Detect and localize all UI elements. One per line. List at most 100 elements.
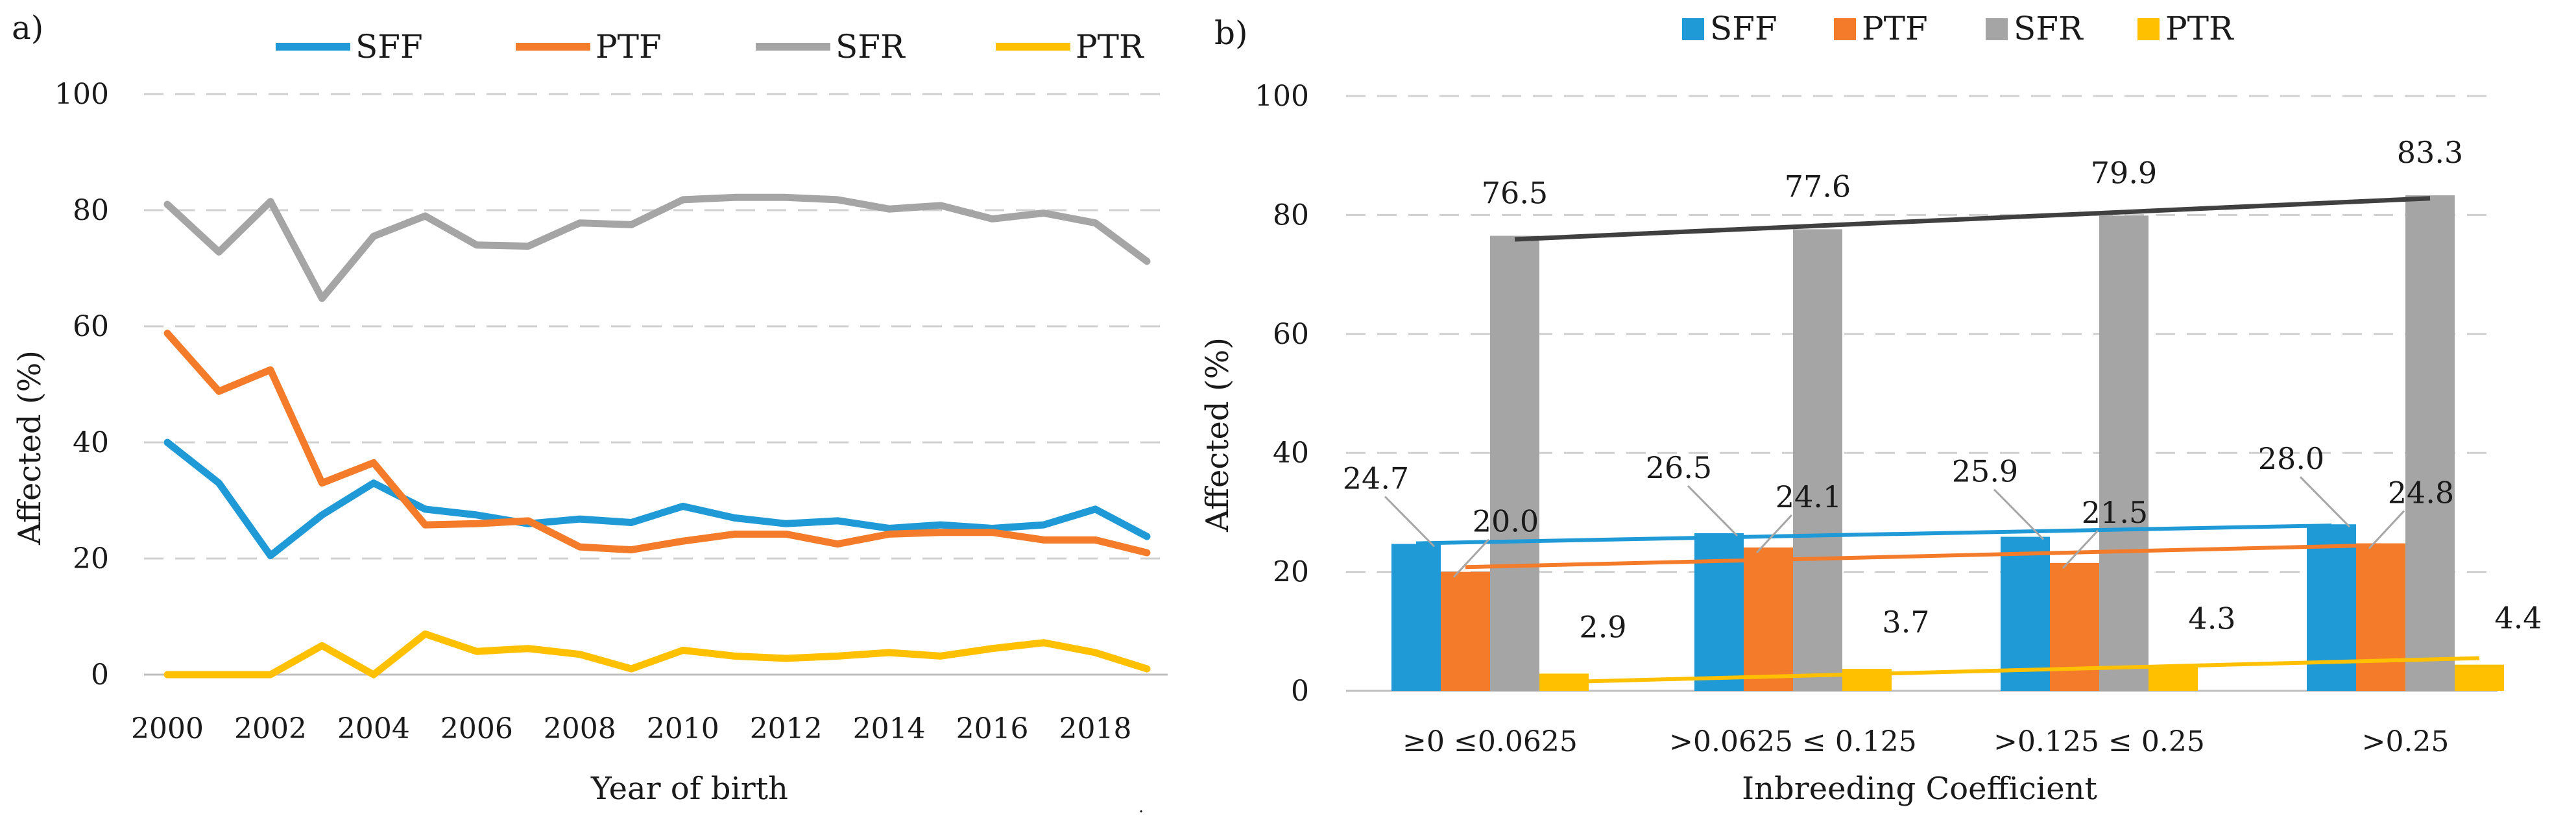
panel-b-bar-chart: b) 0 20 40 60 80 100 24.7 26.5 25.9 28.0 20.0 24.1… [1199, 10, 2542, 807]
leader-line-ptf-2 [1755, 514, 1793, 554]
panel-a-gridlines [144, 93, 1168, 676]
y-tick-label: 100 [1255, 80, 1309, 113]
x-tick-label: 2016 [956, 712, 1029, 745]
bar-ptf-1 [1441, 571, 1490, 691]
leader-line-sff-2 [1687, 485, 1739, 537]
panel-a-legend: SFF PTF SFR PTR [276, 28, 1144, 66]
y-tick-label: 60 [1273, 318, 1309, 351]
panel-a-label: a) [12, 9, 43, 47]
data-label-ptf-2: 24.1 [1776, 479, 1842, 514]
panel-b-y-axis-title: Affected (%) [1199, 337, 1236, 533]
series-line-ptf [163, 330, 1151, 557]
panel-a-line-chart: a) 0 20 40 60 80 100 2000 2002 2004 2006 2008 2010… [12, 9, 1168, 807]
x-tick-label: 2018 [1059, 712, 1132, 745]
x-tick-label: 2004 [337, 712, 410, 745]
data-label-sff-1: 24.7 [1343, 461, 1409, 496]
panel-b-x-axis-title: Inbreeding Coefficient [1742, 771, 2097, 807]
data-label-sff-2: 26.5 [1646, 450, 1712, 485]
y-tick-label: 60 [73, 310, 109, 343]
category-label-1: ≥0 ≤0.0625 [1402, 725, 1578, 758]
bar-sff-3 [2001, 536, 2050, 691]
leader-line-sff-4 [2299, 476, 2351, 528]
panel-b-label: b) [1214, 14, 1248, 52]
trendline-ptr [1563, 656, 2480, 684]
data-label-sfr-2: 77.6 [1785, 169, 1851, 204]
trendline-sfr [1514, 196, 2431, 242]
bar-sff-2 [1694, 533, 1744, 691]
data-label-sfr-4: 83.3 [2397, 135, 2463, 170]
bar-sfr-4 [2405, 195, 2455, 691]
y-tick-label: 40 [73, 426, 109, 459]
leader-line-ptf-3 [2062, 529, 2099, 569]
legend-swatch-ptr [2137, 18, 2160, 40]
stray-dot: . [1138, 797, 1144, 817]
trendline-ptf [1465, 543, 2381, 570]
x-tick-label: 2008 [544, 712, 616, 745]
panel-a-x-axis-title: Year of birth [590, 771, 788, 807]
data-label-ptf-1: 20.0 [1473, 504, 1539, 539]
x-tick-label: 2014 [853, 712, 926, 745]
panel-b-bars [1391, 195, 2504, 692]
category-label-3: >0.125 ≤ 0.25 [1993, 725, 2205, 758]
bar-sfr-3 [2099, 215, 2149, 691]
legend-label-sfr: SFR [836, 28, 906, 66]
panel-a-y-ticks: 0 20 40 60 80 100 [54, 78, 109, 692]
leader-line-ptf-1 [1452, 538, 1490, 578]
bar-sff-1 [1391, 544, 1441, 691]
bar-sfr-2 [1793, 229, 1842, 692]
data-label-ptr-1: 2.9 [1579, 609, 1626, 644]
y-tick-label: 0 [91, 658, 109, 692]
x-tick-label: 2002 [234, 712, 307, 745]
panel-b-y-ticks: 0 20 40 60 80 100 [1255, 80, 1309, 708]
data-label-sfr-3: 79.9 [2091, 155, 2157, 190]
x-tick-label: 2000 [131, 712, 204, 745]
panel-b-label-leaders [1384, 476, 2405, 578]
legend-label-sff: SFF [1710, 10, 1777, 47]
y-tick-label: 20 [1273, 556, 1309, 589]
legend-label-ptr: PTR [1076, 28, 1144, 66]
bar-sfr-1 [1490, 235, 1539, 691]
series-line-sff [163, 439, 1151, 560]
y-tick-label: 20 [73, 542, 109, 575]
legend-label-ptf: PTF [596, 28, 662, 66]
bar-ptf-2 [1744, 547, 1793, 691]
legend-label-sfr: SFR [2014, 10, 2084, 47]
data-label-sfr-1: 76.5 [1482, 175, 1548, 210]
bar-sff-4 [2307, 524, 2356, 691]
bar-ptf-3 [2050, 562, 2099, 691]
y-tick-label: 80 [1273, 198, 1309, 232]
data-label-ptf-4: 24.8 [2388, 475, 2454, 511]
panel-a-y-axis-title: Affected (%) [12, 350, 48, 546]
legend-label-sff: SFF [355, 28, 423, 66]
panel-b-trendlines [1415, 196, 2480, 684]
panel-b-category-labels: ≥0 ≤0.0625 >0.0625 ≤ 0.125 >0.125 ≤ 0.25 >0… [1402, 725, 2449, 758]
leader-line-sff-1 [1384, 496, 1436, 547]
panel-a-series-lines [163, 193, 1151, 679]
y-tick-label: 100 [54, 78, 109, 111]
legend-swatch-ptf [1834, 18, 1856, 40]
panel-a-x-ticks: 2000 2002 2004 2006 2008 2010 2012 2014 2016 2018 [131, 712, 1132, 745]
bar-ptr-4 [2455, 664, 2504, 691]
y-tick-label: 0 [1291, 675, 1309, 708]
series-line-sfr [163, 193, 1151, 302]
legend-label-ptr: PTR [2165, 10, 2234, 47]
data-label-sff-4: 28.0 [2258, 441, 2324, 476]
data-label-ptr-4: 4.4 [2494, 601, 2542, 636]
legend-swatch-sff [1682, 18, 1704, 40]
leader-line-ptf-4 [2368, 510, 2405, 549]
y-tick-label: 40 [1273, 437, 1309, 470]
data-label-ptr-3: 4.3 [2188, 601, 2235, 636]
x-tick-label: 2006 [440, 712, 513, 745]
x-tick-label: 2012 [750, 712, 823, 745]
panel-b-legend: SFF PTF SFR PTR [1682, 10, 2234, 47]
x-tick-label: 2010 [647, 712, 719, 745]
data-label-sff-3: 25.9 [1952, 453, 2018, 488]
legend-swatch-sfr [1986, 18, 2008, 40]
data-label-ptf-3: 21.5 [2082, 495, 2148, 530]
series-line-ptr [163, 630, 1151, 679]
y-tick-label: 80 [73, 194, 109, 227]
data-label-ptr-2: 3.7 [1882, 605, 1929, 640]
trendline-sff [1415, 523, 2332, 546]
category-label-2: >0.0625 ≤ 0.125 [1669, 725, 1917, 758]
